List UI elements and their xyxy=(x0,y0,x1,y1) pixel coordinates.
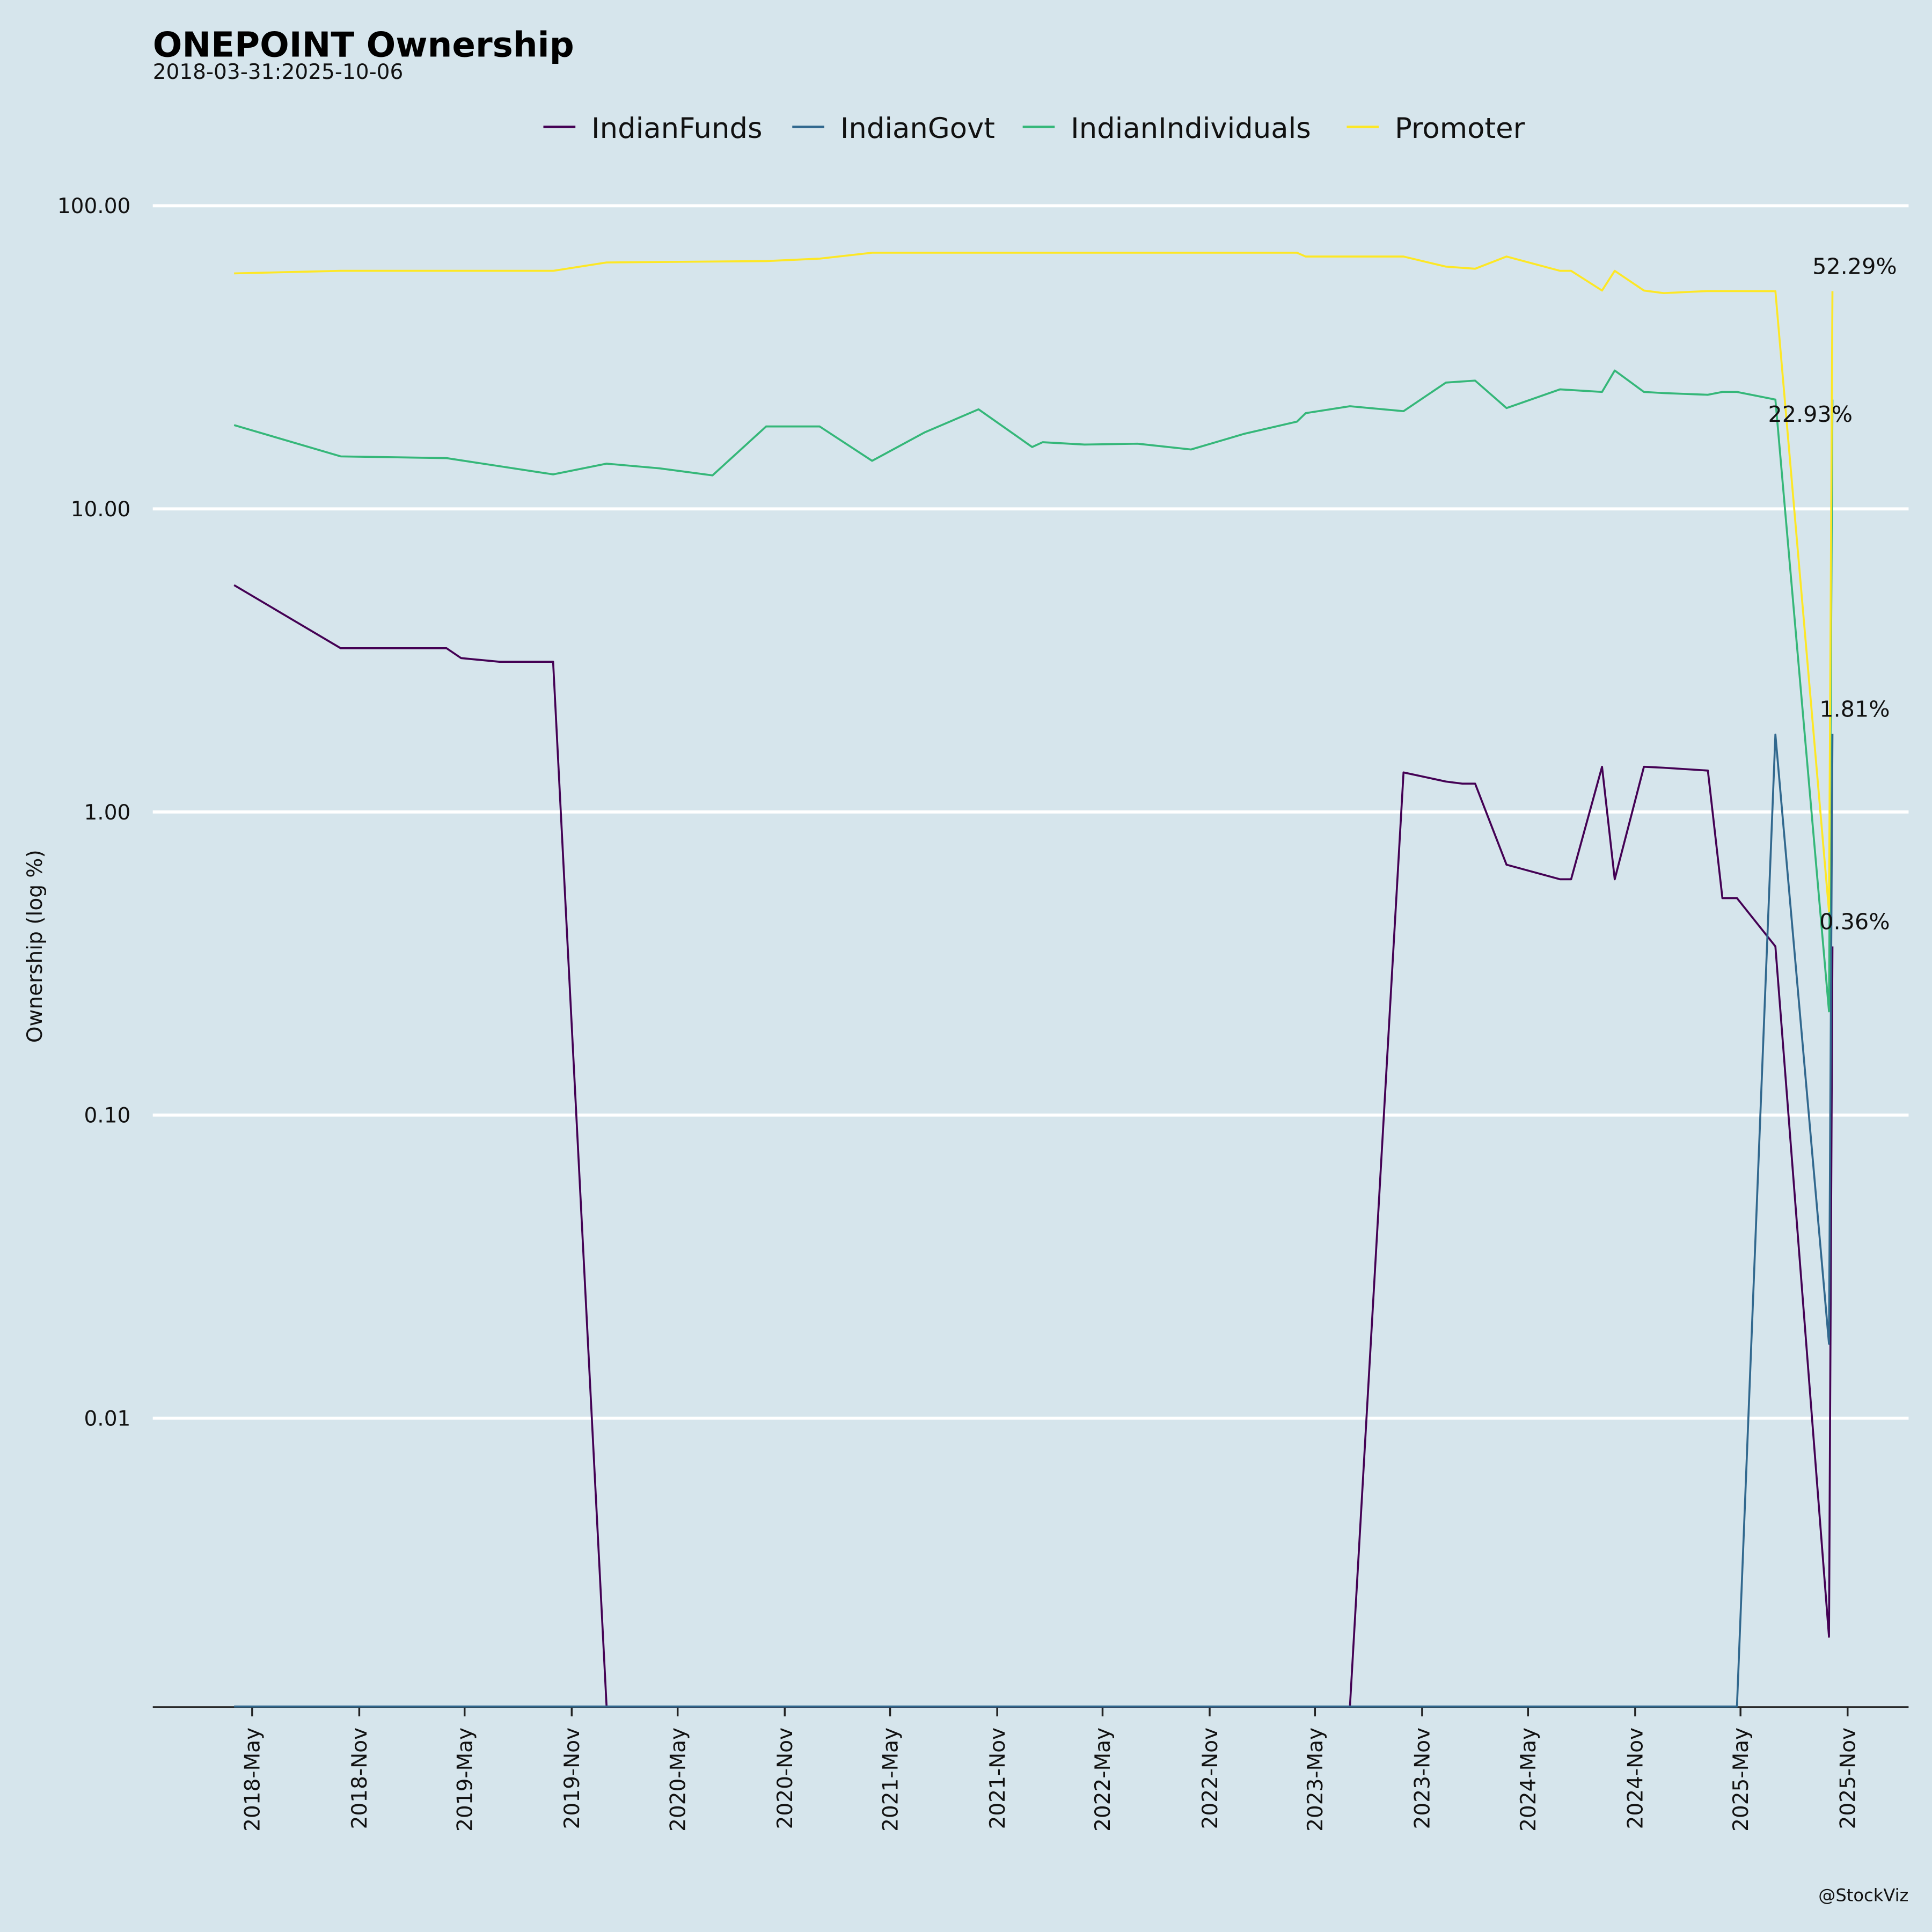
x-tick-label: 2019-Nov xyxy=(560,1728,584,1829)
end-label-indianfunds: 0.36% xyxy=(1819,909,1890,934)
chart-subtitle: 2018-03-31:2025-10-06 xyxy=(153,60,404,84)
legend: IndianFunds IndianGovt IndianIndividuals Pr… xyxy=(543,112,1525,145)
x-tick-label: 2024-May xyxy=(1517,1728,1541,1832)
y-axis-label: Ownership (log %) xyxy=(23,850,47,1043)
x-axis-ticks: 2018-May 2018-Nov 2019-May 2019-Nov 2020-May… xyxy=(241,1706,1861,1832)
x-tick-label: 2023-May xyxy=(1304,1728,1328,1832)
legend-label: IndianIndividuals xyxy=(1071,112,1311,145)
y-axis-ticks: 100.00 10.00 1.00 0.10 0.01 xyxy=(57,194,131,1431)
x-tick-label: 2018-Nov xyxy=(348,1728,372,1829)
y-tick-label: 1.00 xyxy=(84,801,130,825)
x-tick-label: 2022-Nov xyxy=(1198,1728,1223,1829)
y-tick-label: 100.00 xyxy=(57,194,131,218)
x-tick-label: 2023-Nov xyxy=(1411,1728,1435,1829)
x-tick-label: 2021-May xyxy=(879,1728,903,1832)
watermark: @StockViz xyxy=(1818,1885,1908,1906)
end-label-indianindividuals: 22.93% xyxy=(1768,401,1853,427)
gridlines xyxy=(152,204,1909,1420)
series-line-indianindividuals xyxy=(233,369,1834,1013)
end-label-indiangovt: 1.81% xyxy=(1819,696,1890,722)
legend-label: IndianGovt xyxy=(840,112,995,145)
x-tick-label: 2019-May xyxy=(453,1728,478,1832)
x-tick-label: 2024-Nov xyxy=(1624,1728,1648,1829)
end-label-promoter: 52.29% xyxy=(1812,253,1897,279)
series-line-indianfunds xyxy=(233,584,1834,1708)
x-tick-label: 2022-May xyxy=(1091,1728,1115,1832)
x-tick-label: 2021-Nov xyxy=(986,1728,1010,1829)
y-tick-label: 0.01 xyxy=(84,1407,130,1431)
y-tick-label: 10.00 xyxy=(71,497,131,522)
x-tick-label: 2025-May xyxy=(1729,1728,1753,1832)
y-tick-label: 0.10 xyxy=(84,1104,130,1128)
x-tick-label: 2020-Nov xyxy=(773,1728,797,1829)
series-line-promoter xyxy=(234,252,1834,913)
legend-label: Promoter xyxy=(1395,112,1525,145)
series-lines xyxy=(233,252,1834,1708)
x-tick-label: 2018-May xyxy=(241,1728,265,1832)
x-tick-label: 2020-May xyxy=(666,1728,690,1832)
end-labels: 0.36% 1.81% 22.93% 52.29% xyxy=(1768,253,1897,934)
x-tick-label: 2025-Nov xyxy=(1836,1728,1861,1829)
series-line-indiangovt xyxy=(234,733,1834,1708)
legend-label: IndianFunds xyxy=(591,112,762,145)
chart-title: ONEPOINT Ownership xyxy=(153,25,574,65)
